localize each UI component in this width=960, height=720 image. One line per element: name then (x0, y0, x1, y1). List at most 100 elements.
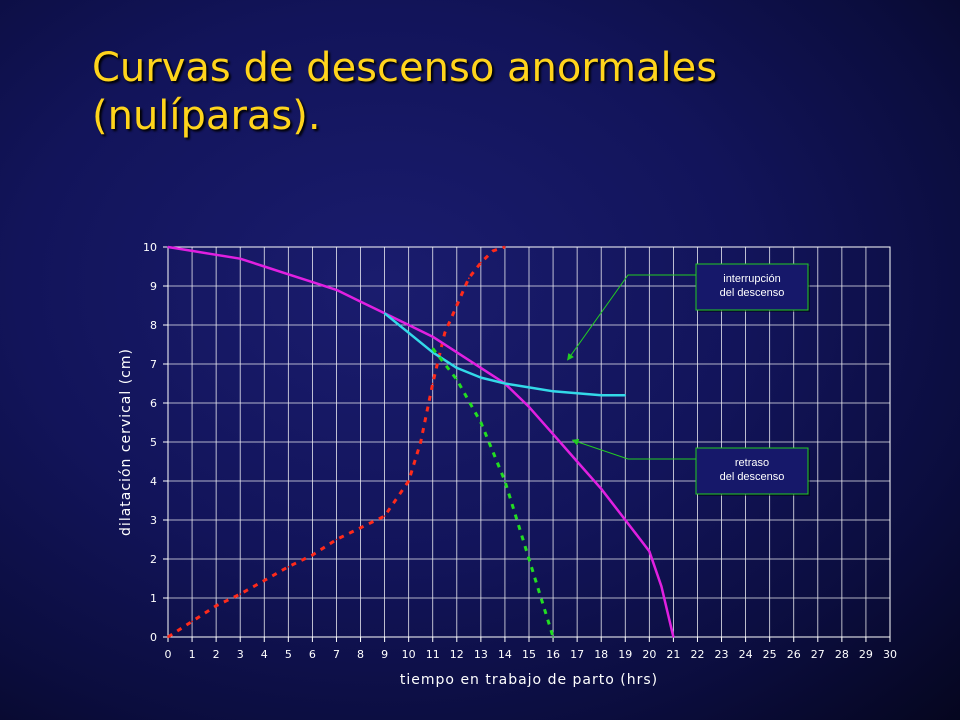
slide-title: Curvas de descenso anormales (nulíparas)… (92, 44, 912, 140)
data-point-dilatation (263, 579, 266, 582)
callout-text-line: del descenso (720, 471, 785, 483)
data-point-arrest (576, 392, 578, 395)
data-point-normal (600, 488, 602, 490)
data-point-normal (624, 519, 627, 521)
x-tick-label: 6 (309, 648, 316, 661)
x-tick-label: 27 (811, 648, 825, 661)
x-tick-label: 14 (498, 648, 512, 661)
x-tick-label: 0 (165, 648, 172, 661)
data-point-normal (576, 460, 578, 463)
x-tick-label: 24 (739, 648, 753, 661)
x-tick-label: 11 (426, 648, 440, 661)
series-line-protraction (431, 347, 555, 638)
data-point-dilatation (311, 554, 314, 556)
data-point-arrest (528, 386, 530, 389)
x-tick-label: 25 (763, 648, 777, 661)
x-tick-label: 17 (570, 648, 584, 661)
y-tick-label: 7 (150, 358, 157, 371)
x-tick-label: 10 (402, 648, 416, 661)
data-point-arrest (624, 394, 627, 397)
x-tick-label: 1 (189, 648, 196, 661)
data-point-normal (648, 550, 651, 552)
data-point-dilatation (504, 246, 506, 248)
data-point-normal (335, 289, 338, 291)
data-point-protraction (552, 636, 554, 638)
data-point-protraction (456, 378, 458, 381)
data-point-dilatation (468, 277, 470, 280)
slide-title-line-1: Curvas de descenso anormales (92, 45, 718, 91)
data-point-normal (528, 406, 530, 408)
data-point-arrest (456, 367, 458, 369)
y-tick-label: 3 (150, 514, 157, 527)
x-tick-label: 7 (333, 648, 340, 661)
x-tick-label: 22 (690, 648, 704, 661)
data-point-arrest (407, 332, 410, 334)
data-point-arrest (600, 394, 602, 397)
x-tick-label: 30 (883, 648, 897, 661)
x-tick-label: 12 (450, 648, 464, 661)
data-point-dilatation (359, 527, 362, 529)
x-tick-label: 13 (474, 648, 488, 661)
x-tick-label: 18 (594, 648, 608, 661)
data-point-dilatation (167, 636, 169, 638)
x-tick-label: 2 (213, 648, 220, 661)
callout-text-line: del descenso (720, 287, 785, 299)
x-tick-label: 20 (642, 648, 656, 661)
data-point-arrest (383, 312, 386, 315)
data-point-normal (480, 367, 482, 369)
x-tick-label: 15 (522, 648, 536, 661)
callout-arrest: interrupción del descenso (567, 263, 810, 361)
x-tick-label: 5 (285, 648, 292, 661)
slide-title-line-2: (nulíparas). (92, 93, 321, 139)
data-point-dilatation (191, 620, 193, 623)
callout-text-line: retraso (735, 457, 769, 469)
data-point-arrest (552, 390, 554, 393)
data-point-arrest (431, 351, 434, 354)
data-point-protraction (480, 421, 482, 424)
x-tick-label: 23 (715, 648, 729, 661)
data-point-normal (167, 246, 169, 248)
x-tick-label: 8 (357, 648, 364, 661)
x-tick-label: 9 (381, 648, 388, 661)
data-point-normal (407, 324, 410, 326)
data-point-normal (456, 351, 458, 354)
data-point-dilatation (456, 304, 458, 307)
data-point-normal (311, 281, 314, 283)
x-axis-label: tiempo en trabajo de parto (hrs) (400, 672, 658, 688)
x-tick-label: 16 (546, 648, 560, 661)
data-point-protraction (504, 480, 506, 482)
data-point-normal (263, 265, 266, 268)
data-point-normal (359, 300, 362, 303)
x-tick-label: 19 (618, 648, 632, 661)
data-point-dilatation (239, 593, 241, 595)
data-point-dilatation (215, 605, 217, 607)
x-tick-label: 29 (859, 648, 873, 661)
data-point-arrest (480, 376, 482, 379)
data-point-normal (660, 585, 663, 588)
x-tick-label: 28 (835, 648, 849, 661)
y-tick-label: 5 (150, 436, 157, 449)
data-point-dilatation (335, 538, 338, 541)
data-point-normal (287, 273, 290, 276)
data-point-protraction (431, 347, 434, 350)
callout-box (695, 447, 809, 495)
x-tick-label: 26 (787, 648, 801, 661)
x-tick-label: 3 (237, 648, 244, 661)
y-tick-label: 9 (150, 280, 157, 293)
data-point-normal (431, 335, 434, 338)
data-point-dilatation (443, 332, 446, 334)
data-point-protraction (528, 558, 530, 560)
data-point-dilatation (383, 515, 386, 517)
data-point-dilatation (287, 566, 290, 568)
data-point-arrest (504, 382, 506, 385)
data-point-normal (672, 636, 675, 638)
data-point-normal (239, 257, 241, 260)
y-tick-label: 2 (150, 553, 157, 566)
y-tick-label: 1 (150, 592, 157, 605)
y-tick-label: 10 (143, 241, 157, 254)
data-point-dilatation (407, 480, 410, 482)
data-point-normal (215, 254, 217, 256)
callout-arrow (567, 274, 696, 361)
y-tick-label: 0 (150, 631, 157, 644)
